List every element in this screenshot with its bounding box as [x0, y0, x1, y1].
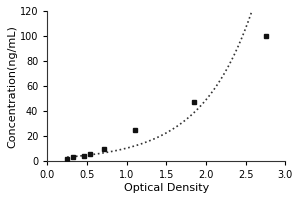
X-axis label: Optical Density: Optical Density [124, 183, 209, 193]
Y-axis label: Concentration(ng/mL): Concentration(ng/mL) [7, 25, 17, 148]
